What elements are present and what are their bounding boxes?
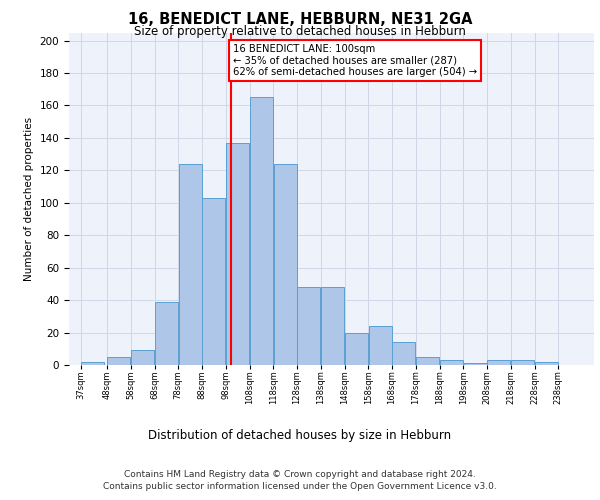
Bar: [464, 364, 487, 365]
Bar: [107, 357, 130, 365]
Bar: [179, 164, 202, 365]
Bar: [131, 350, 154, 365]
Text: Contains public sector information licensed under the Open Government Licence v3: Contains public sector information licen…: [103, 482, 497, 491]
Bar: [368, 326, 392, 365]
Bar: [440, 360, 463, 365]
Bar: [535, 362, 558, 365]
Text: Contains HM Land Registry data © Crown copyright and database right 2024.: Contains HM Land Registry data © Crown c…: [124, 470, 476, 479]
Bar: [202, 198, 226, 365]
Bar: [298, 287, 320, 365]
Bar: [226, 143, 249, 365]
Bar: [250, 98, 273, 365]
Bar: [511, 360, 534, 365]
Bar: [155, 302, 178, 365]
Bar: [416, 357, 439, 365]
Bar: [81, 362, 104, 365]
Bar: [274, 164, 296, 365]
Bar: [321, 287, 344, 365]
Bar: [487, 360, 511, 365]
Text: Size of property relative to detached houses in Hebburn: Size of property relative to detached ho…: [134, 25, 466, 38]
Bar: [345, 332, 368, 365]
Text: 16, BENEDICT LANE, HEBBURN, NE31 2GA: 16, BENEDICT LANE, HEBBURN, NE31 2GA: [128, 12, 472, 28]
Y-axis label: Number of detached properties: Number of detached properties: [24, 116, 34, 281]
Text: 16 BENEDICT LANE: 100sqm
← 35% of detached houses are smaller (287)
62% of semi-: 16 BENEDICT LANE: 100sqm ← 35% of detach…: [233, 44, 477, 77]
Text: Distribution of detached houses by size in Hebburn: Distribution of detached houses by size …: [148, 430, 452, 442]
Bar: [392, 342, 415, 365]
